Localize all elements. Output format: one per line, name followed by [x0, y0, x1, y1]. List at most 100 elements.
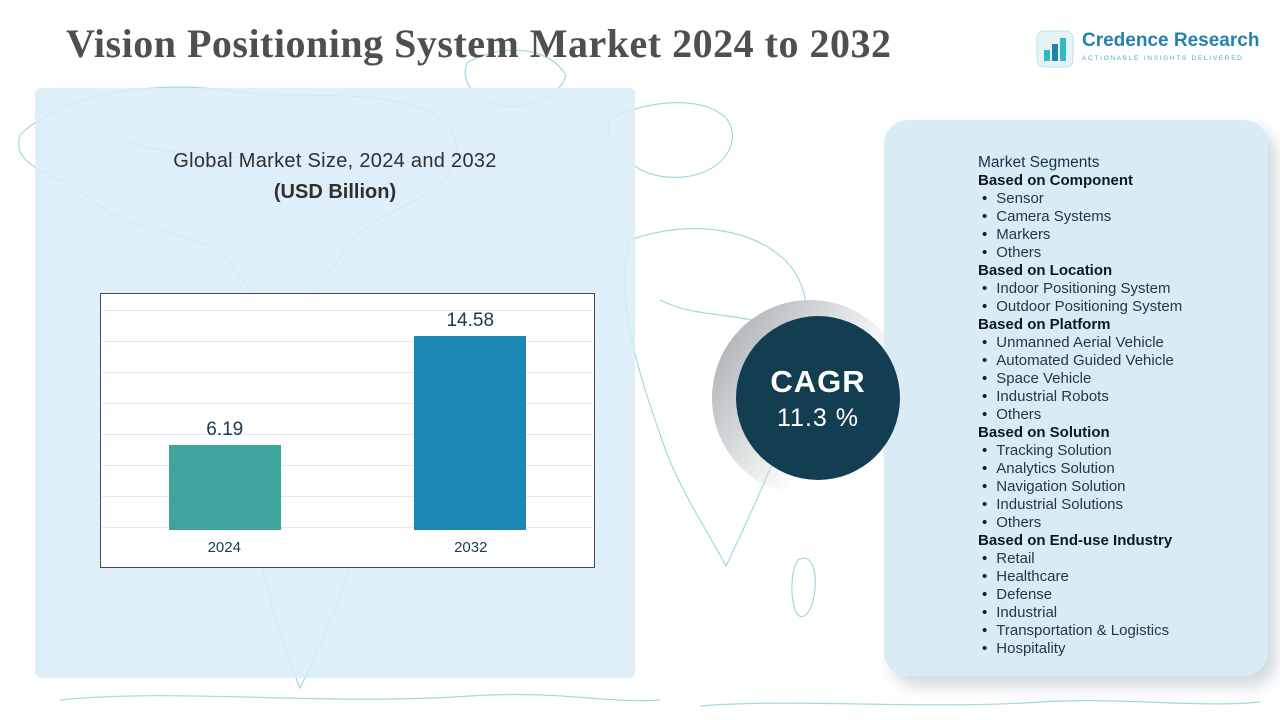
bullet-icon: • [982, 352, 988, 369]
bullet-icon: • [982, 640, 988, 657]
bar-axis-row: 2024 2032 [101, 530, 594, 564]
segment-item-label: Defense [996, 586, 1053, 603]
chart-heading-line1: Global Market Size, 2024 and 2032 [173, 150, 497, 172]
segment-item-label: Camera Systems [996, 208, 1112, 225]
segment-item-label: Tracking Solution [996, 442, 1112, 459]
axis-label-2024: 2024 [207, 538, 241, 556]
segment-item: • Navigation Solution [978, 478, 1250, 496]
segment-item-label: Sensor [996, 190, 1044, 207]
segment-item-label: Outdoor Positioning System [996, 298, 1183, 315]
bar-2032 [414, 336, 527, 530]
logo-tagline: Actionable Insights Delivered [1082, 55, 1244, 62]
segment-item-label: Unmanned Aerial Vehicle [996, 334, 1164, 351]
chart-heading-line2: (USD Billion) [273, 181, 397, 203]
segment-item-label: Transportation & Logistics [996, 622, 1170, 639]
segment-item: • Others [978, 244, 1250, 262]
bullet-icon: • [982, 370, 988, 387]
bar-plot: 6.19 14.58 [102, 310, 593, 530]
segment-group-heading: Based on Solution [978, 424, 1110, 441]
cagr-badge: CAGR 11.3 % [712, 300, 908, 496]
segment-item-label: Retail [996, 550, 1035, 567]
bullet-icon: • [982, 280, 988, 297]
segment-item-label: Indoor Positioning System [996, 280, 1171, 297]
logo-chart-icon [1036, 30, 1074, 68]
segment-item: • Defense [978, 586, 1250, 604]
bullet-icon: • [982, 334, 988, 351]
bullet-icon: • [982, 604, 988, 621]
segment-item: • Tracking Solution [978, 442, 1250, 460]
credence-research-logo: Credence Research Actionable Insights De… [1036, 30, 1259, 68]
bar-value-label: 14.58 [446, 310, 495, 331]
bullet-icon: • [982, 190, 988, 207]
bar-group-2024: 6.19 [168, 310, 281, 530]
bullet-icon: • [982, 208, 988, 225]
segment-item-label: Hospitality [996, 640, 1066, 657]
segment-item: • Retail [978, 550, 1250, 568]
segment-item: • Sensor [978, 190, 1250, 208]
bullet-icon: • [982, 586, 988, 603]
segment-group-heading: Based on End-use Industry [978, 532, 1173, 549]
cagr-value: 11.3 % [777, 403, 859, 432]
segment-item: • Markers [978, 226, 1250, 244]
bullet-icon: • [982, 568, 988, 585]
segment-item-label: Industrial [996, 604, 1058, 621]
bullet-icon: • [982, 388, 988, 405]
bullet-icon: • [982, 622, 988, 639]
bar-group-2032: 14.58 [414, 310, 527, 530]
segment-item-label: Industrial Robots [996, 388, 1109, 405]
logo-name: Credence Research [1082, 30, 1260, 51]
segment-group-heading: Based on Location [978, 262, 1113, 279]
cagr-circle: CAGR 11.3 % [736, 316, 900, 480]
segment-item: • Others [978, 514, 1250, 532]
segment-item: • Automated Guided Vehicle [978, 352, 1250, 370]
bar-chart: 6.19 14.58 2024 2032 [100, 293, 595, 568]
segment-group-heading: Based on Platform [978, 316, 1111, 333]
chart-heading: Global Market Size, 2024 and 2032 (USD B… [35, 150, 635, 204]
segment-item-label: Healthcare [996, 568, 1069, 585]
bullet-icon: • [982, 496, 988, 513]
bullet-icon: • [982, 226, 988, 243]
bullet-icon: • [982, 460, 988, 477]
bullet-icon: • [982, 406, 988, 423]
cagr-label: CAGR [770, 363, 866, 399]
segment-item: • Indoor Positioning System [978, 280, 1250, 298]
bar-cell: 6.19 [102, 310, 348, 530]
segment-item: • Transportation & Logistics [978, 622, 1250, 640]
segment-item: • Analytics Solution [978, 460, 1250, 478]
segment-item-label: Others [996, 244, 1042, 261]
market-size-panel: Global Market Size, 2024 and 2032 (USD B… [35, 88, 635, 678]
segment-item-label: Others [996, 514, 1042, 531]
segments-title: Market Segments [978, 154, 1100, 171]
bar-value-label: 6.19 [206, 418, 244, 440]
segment-item: • Industrial [978, 604, 1250, 622]
segment-item: • Camera Systems [978, 208, 1250, 226]
bullet-icon: • [982, 244, 988, 261]
segment-item: • Industrial Solutions [978, 496, 1250, 514]
segment-item-label: Automated Guided Vehicle [996, 352, 1174, 369]
segments-groups: Based on Component • Sensor • Camera Systems… [978, 172, 1250, 658]
bar-2024 [168, 444, 281, 530]
segment-item-label: Space Vehicle [996, 370, 1092, 387]
market-segments-panel: Market Segments Based on Component • Senso… [884, 120, 1268, 676]
axis-label-2032: 2032 [454, 538, 488, 556]
segment-item: • Others [978, 406, 1250, 424]
bullet-icon: • [982, 478, 988, 495]
segment-item-label: Others [996, 406, 1042, 423]
segment-group-heading: Based on Component [978, 172, 1134, 189]
bullet-icon: • [982, 298, 988, 315]
segment-item-label: Navigation Solution [996, 478, 1126, 495]
segment-item-label: Markers [996, 226, 1051, 243]
segment-item-label: Analytics Solution [996, 460, 1115, 477]
segment-item: • Unmanned Aerial Vehicle [978, 334, 1250, 352]
segment-item: • Healthcare [978, 568, 1250, 586]
segment-item-label: Industrial Solutions [996, 496, 1124, 513]
bar-cell: 14.58 [348, 310, 594, 530]
bullet-icon: • [982, 514, 988, 531]
segment-item: • Hospitality [978, 640, 1250, 658]
segment-item: • Industrial Robots [978, 388, 1250, 406]
bullet-icon: • [982, 550, 988, 567]
bullet-icon: • [982, 442, 988, 459]
segment-item: • Outdoor Positioning System [978, 298, 1250, 316]
segment-item: • Space Vehicle [978, 370, 1250, 388]
page-title: Vision Positioning System Market 2024 to… [66, 21, 892, 66]
